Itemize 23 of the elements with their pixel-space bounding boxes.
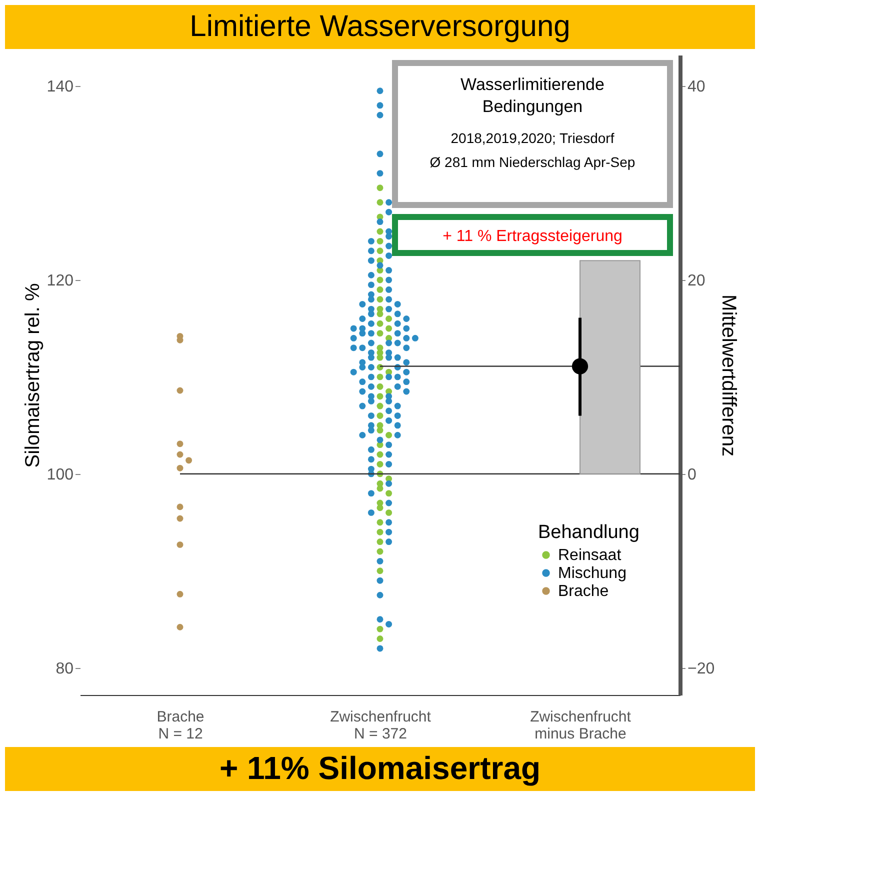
annotation: 2018,2019,2020; Triesdorf (450, 130, 614, 146)
y2-tick-label: 0 (688, 466, 696, 484)
x-tick-label: Brache N = 12 (156, 708, 204, 742)
y-tick-label: 120 (46, 272, 74, 290)
y2-axis-title: Mittelwertdifferenz (718, 294, 740, 456)
y-tick-label: 140 (46, 78, 74, 96)
legend-label: Reinsaat (558, 547, 622, 564)
y2-tick-label: −20 (688, 660, 715, 678)
x-tick-label: Zwischenfrucht minus Brache (530, 708, 632, 742)
annotation: Ø 281 mm Niederschlag Apr-Sep (430, 154, 636, 170)
chart-title: Limitierte Wasserversorgung (190, 10, 570, 43)
legend-label: Mischung (558, 565, 626, 582)
y-axis-title: Silomaisertrag rel. % (22, 283, 44, 468)
y-tick-label: 100 (46, 466, 74, 484)
y2-tick-label: 20 (688, 272, 706, 290)
y-tick-label: 80 (56, 660, 74, 678)
annotation: Wasserlimitierende Bedingungen (460, 75, 604, 116)
text: + 11% Silomaisertrag (219, 750, 541, 786)
legend-label: Brache (558, 583, 609, 600)
y2-tick-label: 40 (688, 78, 706, 96)
annotation: + 11 % Ertragssteigerung (442, 228, 622, 245)
legend-title: Behandlung (538, 522, 640, 543)
x-tick-label: Zwischenfrucht N = 372 (330, 708, 432, 742)
